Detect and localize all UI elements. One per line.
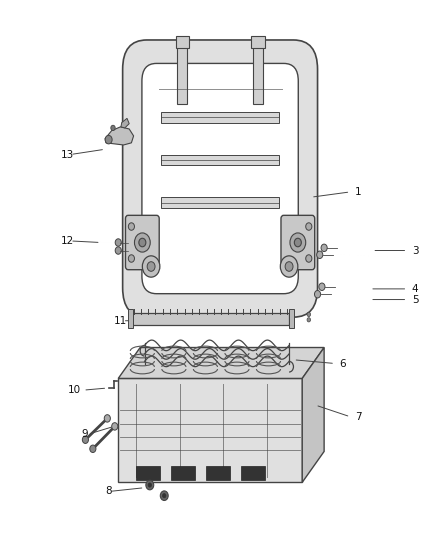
Text: 1: 1: [355, 187, 361, 197]
FancyBboxPatch shape: [125, 215, 159, 270]
Circle shape: [294, 238, 301, 247]
Circle shape: [160, 491, 168, 500]
Circle shape: [90, 445, 96, 453]
Bar: [118, 378, 302, 482]
Bar: [136, 466, 160, 480]
Text: 5: 5: [412, 295, 418, 304]
Bar: [177, 45, 187, 104]
Bar: [176, 36, 189, 48]
Bar: [128, 309, 133, 328]
Bar: [241, 466, 265, 480]
Circle shape: [314, 290, 321, 298]
Circle shape: [134, 233, 150, 252]
Text: 3: 3: [412, 246, 418, 255]
Circle shape: [112, 423, 118, 430]
Circle shape: [128, 223, 134, 230]
Text: 11: 11: [114, 316, 127, 326]
FancyBboxPatch shape: [281, 215, 314, 270]
Polygon shape: [121, 118, 129, 128]
Bar: [131, 313, 289, 325]
Polygon shape: [302, 348, 324, 482]
Bar: [161, 112, 279, 123]
Circle shape: [139, 238, 146, 247]
Circle shape: [321, 244, 327, 252]
Circle shape: [142, 256, 160, 277]
Text: 12: 12: [60, 236, 74, 246]
Bar: [289, 309, 294, 328]
Circle shape: [285, 262, 293, 271]
Circle shape: [115, 247, 121, 254]
Text: 7: 7: [355, 412, 361, 422]
Circle shape: [307, 318, 311, 322]
Circle shape: [162, 494, 166, 498]
Text: 6: 6: [339, 359, 346, 368]
Circle shape: [290, 233, 306, 252]
Polygon shape: [118, 348, 324, 378]
Text: 13: 13: [60, 150, 74, 159]
Bar: [161, 155, 279, 165]
Circle shape: [306, 255, 312, 262]
Text: 9: 9: [81, 430, 88, 439]
Circle shape: [319, 283, 325, 290]
Bar: [171, 466, 195, 480]
Bar: [161, 197, 279, 208]
Circle shape: [128, 255, 134, 262]
Circle shape: [111, 125, 115, 131]
Circle shape: [146, 480, 154, 490]
Circle shape: [317, 251, 323, 259]
Circle shape: [307, 312, 311, 317]
Circle shape: [105, 135, 112, 144]
Circle shape: [115, 239, 121, 246]
Polygon shape: [105, 127, 134, 145]
Circle shape: [147, 262, 155, 271]
Bar: [251, 36, 265, 48]
Circle shape: [306, 223, 312, 230]
Text: 10: 10: [68, 385, 81, 395]
Text: 8: 8: [105, 487, 112, 496]
Circle shape: [104, 415, 110, 422]
Circle shape: [82, 436, 88, 443]
FancyBboxPatch shape: [142, 63, 298, 294]
FancyBboxPatch shape: [123, 40, 318, 317]
Bar: [253, 45, 263, 104]
Text: 4: 4: [412, 284, 418, 294]
Bar: [206, 466, 230, 480]
Circle shape: [148, 483, 152, 487]
Circle shape: [280, 256, 298, 277]
